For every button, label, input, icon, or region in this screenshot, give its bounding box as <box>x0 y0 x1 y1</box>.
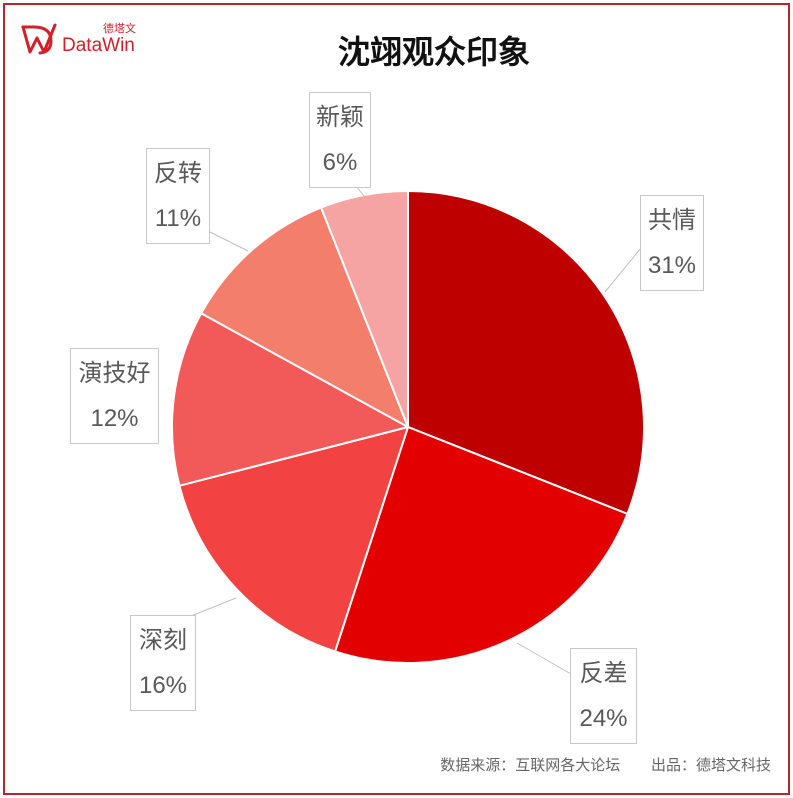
data-label: 演技好 12% <box>70 348 159 444</box>
data-label: 共情 31% <box>640 195 704 291</box>
pie-slice <box>171 312 409 487</box>
data-label-unit: % <box>606 705 628 732</box>
data-label-value: 16% <box>131 663 195 708</box>
footer-credits: 数据来源：互联网各大论坛 出品：德塔文科技 <box>440 755 771 775</box>
data-source-text: 数据来源：互联网各大论坛 <box>440 756 621 774</box>
brand-logo: 德塔文 DataWin <box>20 20 142 60</box>
data-label-category: 深刻 <box>139 627 187 654</box>
data-label-number: 6 <box>322 149 336 176</box>
data-label-value: 12% <box>71 396 158 441</box>
data-label-value: 31% <box>641 243 703 288</box>
data-label-category: 共情 <box>648 207 696 234</box>
logo-name-en: DataWin <box>62 35 135 56</box>
pie-slice <box>178 426 409 653</box>
chart-title: 沈翊观众印象 <box>337 33 530 71</box>
data-label-category: 反差 <box>579 660 628 687</box>
leader-line <box>516 642 572 675</box>
pie-slice <box>200 206 409 428</box>
data-label-number: 12 <box>90 405 118 432</box>
data-label-unit: % <box>165 672 188 699</box>
data-label: 反转 11% <box>146 148 210 244</box>
pie-slice <box>407 190 646 515</box>
data-label-category: 演技好 <box>78 360 151 387</box>
data-label-unit: % <box>117 405 139 432</box>
leader-line <box>604 247 642 293</box>
data-label-value: 24% <box>571 696 636 741</box>
data-label: 反差 24% <box>570 648 637 744</box>
datawin-logo-icon <box>21 23 57 55</box>
leader-line <box>209 231 249 252</box>
data-label-unit: % <box>674 252 697 279</box>
data-label-number: 16 <box>138 672 166 699</box>
data-label-number: 31 <box>647 252 675 279</box>
producer-text: 出品：德塔文科技 <box>650 756 771 774</box>
data-label-unit: % <box>179 205 202 232</box>
data-label-number: 24 <box>579 705 607 732</box>
data-label: 新颖 6% <box>309 92 371 188</box>
pie-slice <box>334 426 629 664</box>
data-label: 深刻 16% <box>130 615 196 711</box>
logo-name-cn: 德塔文 <box>103 22 136 35</box>
data-label-number: 11 <box>154 205 180 232</box>
frame-border <box>3 3 790 795</box>
data-label-category: 反转 <box>154 160 202 187</box>
leader-line <box>190 597 237 617</box>
data-label-unit: % <box>336 149 358 176</box>
data-label-category: 新颖 <box>316 104 364 131</box>
data-label-value: 6% <box>310 140 370 185</box>
data-label-value: 11% <box>147 196 209 241</box>
